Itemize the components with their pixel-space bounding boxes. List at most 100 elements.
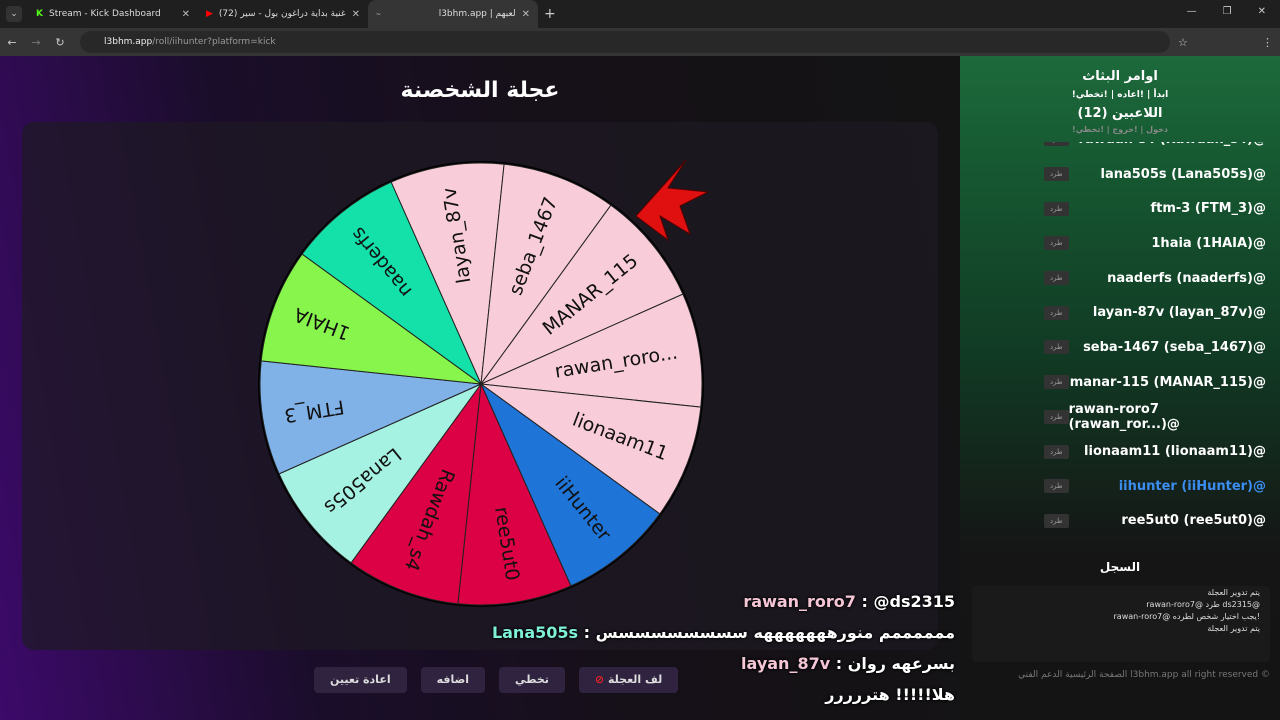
no-entry-icon: ⊘ (594, 673, 605, 686)
kick-icon: K (36, 9, 43, 19)
log-entry: يتم تدوير العجلة (1207, 588, 1260, 597)
player-row: طرد lionaam11 (lionaam11)@ (960, 434, 1280, 469)
tab-youtube[interactable]: ▶ (72) أغنية بداية دراغون بول - سير ✕ (206, 8, 360, 20)
restore-icon[interactable]: ❐ (1222, 6, 1232, 17)
player-name: lionaam11 (lionaam11)@ (1084, 444, 1266, 460)
player-row: طرد ftm-3 (FTM_3)@ (960, 191, 1280, 226)
chat-text: بسرعهه روان (847, 654, 955, 673)
kick-button[interactable]: طرد (1044, 479, 1069, 494)
player-name: 1haia (1HAIA)@ (1151, 235, 1266, 251)
kick-button[interactable]: طرد (1044, 142, 1069, 147)
wheel-segment (479, 204, 684, 386)
player-row: طرد layan-87v (layan_87v)@ (960, 295, 1280, 330)
back-icon[interactable]: ← (7, 35, 17, 49)
url-input[interactable]: l3bhm.app/roll/iihunter?platform=kick (80, 31, 1170, 53)
player-row: طرد seba-1467 (seba_1467)@ (960, 330, 1280, 365)
controls: ⊘ لف العجلة تخطي اضافه اعادة تعيين (314, 667, 679, 693)
player-name: ree5ut0 (ree5ut0)@ (1121, 513, 1266, 529)
player-row: طرد naaderfs (naaderfs)@ (960, 261, 1280, 296)
reset-button[interactable]: اعادة تعيين (314, 667, 407, 693)
log-panel: يتم تدوير العجلة rawan-roro7@ طرد ds2315… (972, 586, 1270, 662)
wheel-segment (390, 162, 505, 386)
add-button[interactable]: اضافه (420, 667, 486, 693)
forward-icon[interactable]: → (31, 35, 41, 49)
close-tab-icon[interactable]: ✕ (181, 8, 190, 20)
wheel-segment (480, 163, 612, 386)
kick-button[interactable]: طرد (1044, 167, 1069, 182)
minimize-icon[interactable]: — (1186, 6, 1197, 17)
bookmark-star-icon[interactable]: ☆ (1178, 35, 1188, 49)
player-name: rawan-roro7 (rawan_ror...)@ (1068, 401, 1180, 432)
kick-button[interactable]: طرد (1044, 236, 1069, 251)
wheel-segment (457, 382, 572, 606)
players-title: اللاعبين (12) (1077, 106, 1163, 121)
youtube-icon: ▶ (206, 9, 213, 19)
player-row: طرد rawdah-s4 (Rawdah_s4)@ (960, 142, 1280, 157)
wheel-segment (260, 253, 483, 385)
reload-icon[interactable]: ↻ (55, 35, 65, 49)
main-area: عجلة الشخصنة layan_87v seba_1467 MANAR_115… (0, 56, 960, 720)
kick-button[interactable]: طرد (1044, 305, 1069, 320)
site-icon: ~ (376, 10, 382, 18)
player-name: iihunter (iiHunter)@ (1118, 478, 1266, 494)
wheel-segment (301, 181, 483, 386)
commands-list: !ابدأ | !اعاده | !تخطي (1071, 90, 1169, 100)
kick-button[interactable]: طرد (1044, 444, 1069, 459)
player-row: طرد ree5ut0 (ree5ut0)@ (960, 504, 1280, 539)
tab-search-button[interactable]: ⌄ (6, 6, 22, 22)
kick-button[interactable]: طرد (1044, 271, 1069, 286)
chat-message: Lana505s : ممممممم منورهههههههه سسسسسسسس… (491, 623, 955, 642)
player-row: طرد manar-115 (MANAR_115)@ (960, 365, 1280, 400)
skip-button[interactable]: تخطي (499, 667, 565, 693)
log-title: السجل (1099, 560, 1141, 574)
footer: الصفحة الرئيسية الدعم الفني l3bhm.app al… (1018, 670, 1270, 680)
player-name: manar-115 (MANAR_115)@ (1069, 374, 1266, 390)
kick-button[interactable]: طرد (1044, 409, 1069, 424)
window-controls: — ❐ ✕ (1173, 0, 1280, 23)
kick-button[interactable]: طرد (1044, 340, 1069, 355)
player-row: طرد lana505s (Lana505s)@ (960, 157, 1280, 192)
chat-text: هلا!!!!! هتررررر (825, 685, 955, 704)
wheel-pointer-icon (635, 159, 710, 242)
tab-kick[interactable]: K Stream - Kick Dashboard ✕ (36, 8, 190, 20)
close-tab-icon[interactable]: ✕ (351, 8, 360, 20)
log-entry: rawan-roro7@ طرد ds2315@ (1146, 600, 1260, 609)
chat-message: هلا!!!!! هتررررر (492, 685, 955, 716)
new-tab-button[interactable]: + (544, 6, 556, 22)
wheel-segment (350, 382, 482, 605)
player-name: naaderfs (naaderfs)@ (1107, 270, 1266, 286)
player-commands: !دخول | !خروج | !تخطي (1072, 125, 1168, 134)
wheel-segment (479, 382, 661, 587)
chat-message: layan_87v : بسرعهه روان (741, 654, 955, 673)
log-entry: يتم تدوير العجلة (1207, 624, 1260, 633)
commands-title: اوامر البثاث (1082, 69, 1158, 84)
player-row: طرد iihunter (iiHunter)@ (960, 469, 1280, 504)
tab-l3bhm[interactable]: ~ l3bhm.app | لعبهم ✕ (368, 0, 538, 28)
kick-button[interactable]: طرد (1044, 201, 1069, 216)
close-tab-icon[interactable]: ✕ (521, 8, 530, 20)
wheel-segment (479, 383, 702, 515)
player-name: layan-87v (layan_87v)@ (1092, 305, 1266, 321)
player-name: ftm-3 (FTM_3)@ (1150, 201, 1267, 217)
kick-button[interactable]: طرد (1044, 375, 1069, 390)
player-row: طرد rawan-roro7 (rawan_ror...)@ (960, 400, 1280, 435)
address-bar: ← → ↻ l3bhm.app/roll/iihunter?platform=kic… (0, 28, 1280, 56)
spin-button[interactable]: ⊘ لف العجلة (578, 667, 679, 693)
chat-text: ممممممم منورهههههههه سسسسسسسسس (595, 623, 955, 642)
close-icon[interactable]: ✕ (1257, 6, 1266, 17)
tab-bar: ⌄ K Stream - Kick Dashboard ✕ ▶ (72) أغنية … (0, 0, 1280, 28)
menu-icon[interactable]: ⋮ (1262, 35, 1273, 49)
page-title: عجلة الشخصنة (400, 78, 560, 103)
player-row: طرد 1haia (1HAIA)@ (960, 226, 1280, 261)
wheel-segment (278, 382, 483, 564)
chat-user: rawan_roro7 (743, 592, 856, 611)
chat-user: Lana505s (491, 623, 579, 642)
chat-overlay: rawan_roro7 : @ds2315 Lana505s : ممممممم … (492, 592, 955, 716)
players-list[interactable]: طرد rawdah-s4 (Rawdah_s4)@ طرد lana505s (La… (960, 142, 1280, 552)
player-name: rawdah-s4 (Rawdah_s4)@ (1078, 142, 1266, 147)
chat-message: rawan_roro7 : @ds2315 (743, 592, 955, 611)
chat-text: @ds2315 (873, 592, 955, 611)
wheel-segment (479, 293, 703, 408)
kick-button[interactable]: طرد (1044, 513, 1069, 528)
wheel[interactable]: layan_87v seba_1467MANAR_115rawan_roro...… (0, 56, 960, 720)
